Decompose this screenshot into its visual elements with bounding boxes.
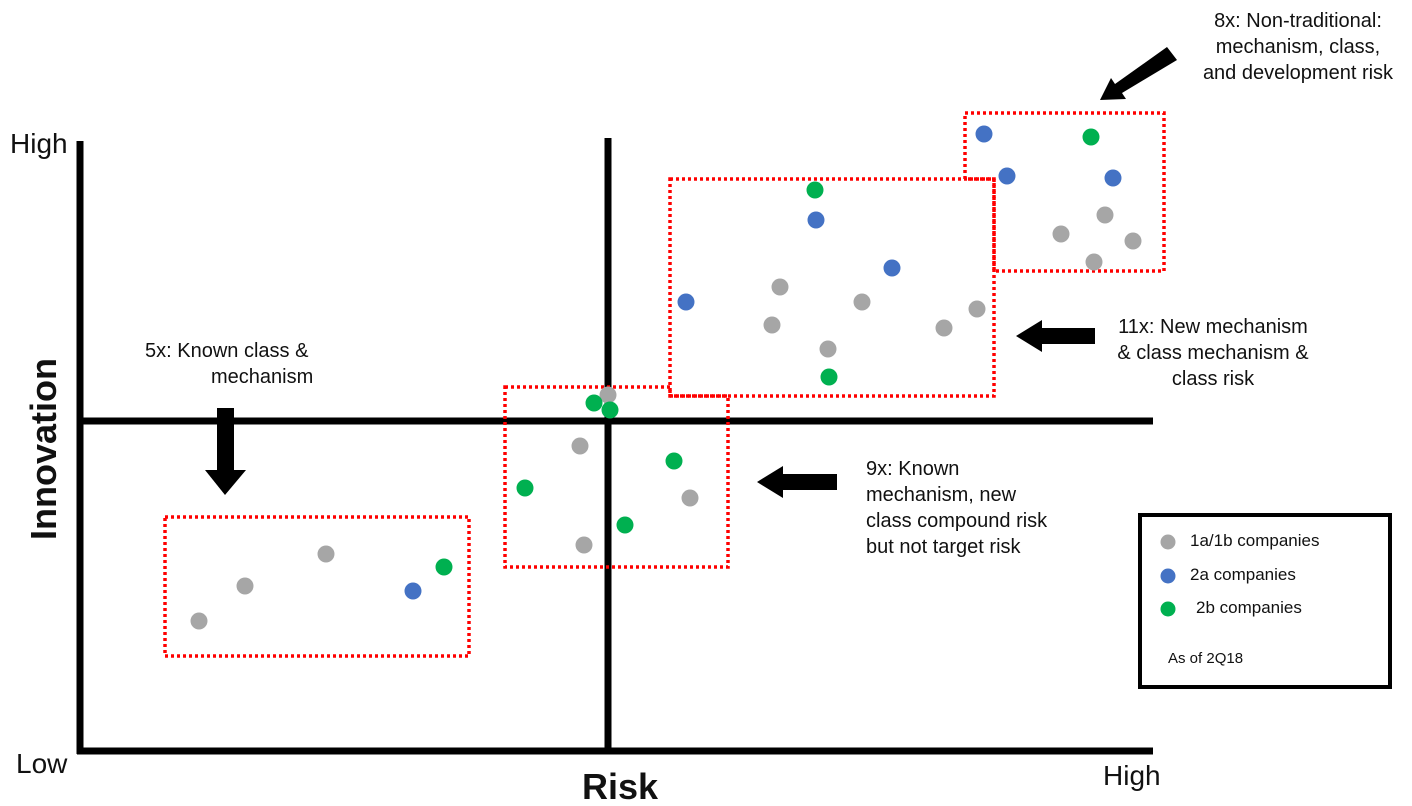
y-axis-title: Innovation xyxy=(23,358,64,540)
company-dot-11x-green xyxy=(806,181,824,199)
company-dot-8x-green xyxy=(1082,128,1100,146)
annotation-9x-line-2: mechanism, new xyxy=(866,484,1017,506)
company-dot-9x-grey xyxy=(571,437,589,455)
x-axis-low-label: Low xyxy=(16,748,68,779)
company-dot-9x-green xyxy=(516,479,534,497)
annotation-8x-line-3: and development risk xyxy=(1202,62,1394,84)
company-dot-5x-grey xyxy=(236,577,254,595)
company-dot-11x-blue xyxy=(883,259,901,277)
annotation-11x-line-2: & class mechanism & xyxy=(1117,342,1309,364)
annotation-9x-line-1: 9x: Known xyxy=(866,458,960,480)
arrow-9x xyxy=(757,466,837,498)
annotation-8x-line-1: 8x: Non-traditional: xyxy=(1214,10,1382,32)
group-box-9x xyxy=(503,385,730,569)
company-dot-9x-green xyxy=(585,394,603,412)
company-dot-8x-blue xyxy=(1104,169,1122,187)
legend-marker-blue xyxy=(1160,568,1176,584)
company-dot-5x-blue xyxy=(404,582,422,600)
legend-label-2b: 2b companies xyxy=(1196,598,1302,617)
group-box-8x xyxy=(963,111,1166,273)
company-dot-9x-green xyxy=(665,452,683,470)
company-dot-5x-green xyxy=(435,558,453,576)
legend-marker-grey xyxy=(1160,534,1176,550)
company-dot-11x-grey xyxy=(763,316,781,334)
company-dot-9x-green xyxy=(616,516,634,534)
arrow-5x xyxy=(205,408,246,495)
company-dot-9x-green xyxy=(601,401,619,419)
company-dot-11x-grey xyxy=(935,319,953,337)
company-dot-5x-grey xyxy=(317,545,335,563)
company-dot-11x-grey xyxy=(771,278,789,296)
company-dot-11x-blue xyxy=(677,293,695,311)
company-dot-8x-grey xyxy=(1052,225,1070,243)
annotation-5x: 5x: Known class & mechanism xyxy=(145,338,345,390)
company-dot-8x-grey xyxy=(1124,232,1142,250)
arrow-11x xyxy=(1016,320,1095,352)
company-dot-9x-grey xyxy=(681,489,699,507)
group-box-5x xyxy=(163,515,471,658)
legend-note: As of 2Q18 xyxy=(1168,650,1244,667)
legend-label-2a: 2a companies xyxy=(1190,565,1296,584)
company-dot-9x-grey xyxy=(575,536,593,554)
annotation-5x-line-1: 5x: Known class & xyxy=(145,340,309,362)
company-dot-8x-blue xyxy=(975,125,993,143)
company-points xyxy=(190,125,1142,630)
annotation-11x-line-3: class risk xyxy=(1171,368,1255,390)
arrow-8x xyxy=(1100,47,1177,100)
annotation-9x: 9x: Known mechanism, new class compound … xyxy=(866,456,1076,560)
annotation-5x-line-2: mechanism xyxy=(211,366,314,388)
company-dot-11x-grey xyxy=(819,340,837,358)
company-dot-8x-grey xyxy=(1096,206,1114,224)
x-axis-title: Risk xyxy=(582,766,659,806)
annotation-8x: 8x: Non-traditional: mechanism, class, a… xyxy=(1186,8,1410,86)
annotation-8x-line-2: mechanism, class, xyxy=(1215,36,1381,58)
company-dot-5x-grey xyxy=(190,612,208,630)
annotation-9x-line-4: but not target risk xyxy=(866,536,1021,558)
company-dot-8x-blue xyxy=(998,167,1016,185)
company-dot-9x-grey xyxy=(599,386,617,404)
legend-marker-green xyxy=(1160,601,1176,617)
group-box-11x xyxy=(668,177,996,398)
annotation-11x: 11x: New mechanism & class mechanism & c… xyxy=(1106,314,1320,392)
legend-label-1a1b: 1a/1b companies xyxy=(1190,531,1320,550)
company-dot-11x-green xyxy=(820,368,838,386)
y-axis-high-label: High xyxy=(10,128,68,159)
annotation-9x-line-3: class compound risk xyxy=(866,510,1048,532)
company-dot-11x-grey xyxy=(968,300,986,318)
company-dot-11x-blue xyxy=(807,211,825,229)
annotation-11x-line-1: 11x: New mechanism xyxy=(1118,316,1308,338)
legend-box xyxy=(1138,513,1392,689)
x-axis-high-label: High xyxy=(1103,760,1161,791)
company-dot-11x-grey xyxy=(853,293,871,311)
company-dot-8x-grey xyxy=(1085,253,1103,271)
